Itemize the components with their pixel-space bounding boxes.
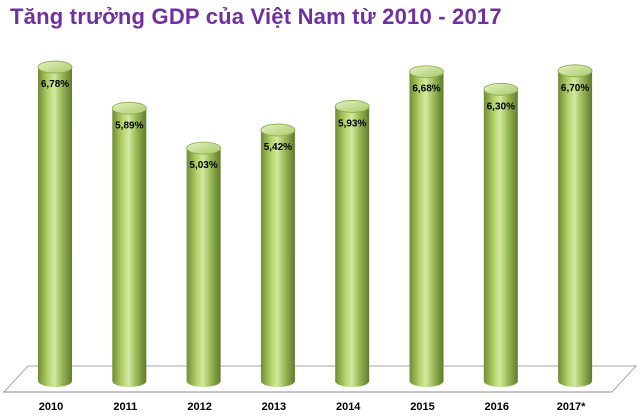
x-tick-label: 2016 xyxy=(485,401,509,413)
data-label: 6,78% xyxy=(41,79,69,90)
floor-plane xyxy=(2,365,638,393)
x-tick-label: 2014 xyxy=(336,401,361,413)
bar-body xyxy=(260,130,295,387)
bar-cap xyxy=(111,101,147,115)
x-tick-label: 2010 xyxy=(39,401,63,413)
bar-body xyxy=(112,108,147,387)
data-label: 5,93% xyxy=(338,118,366,129)
x-tick-label: 2017* xyxy=(557,401,586,413)
bar-body xyxy=(483,89,518,387)
bar-cap xyxy=(409,65,444,79)
bar-body xyxy=(409,71,444,387)
bar-cap xyxy=(37,60,73,74)
bar-2013 xyxy=(260,123,296,387)
bar-cap xyxy=(334,100,370,113)
bar-2017* xyxy=(557,64,593,387)
bar-2011 xyxy=(111,101,147,387)
bar-body xyxy=(38,67,72,387)
data-label: 5,89% xyxy=(115,120,143,131)
bar-body xyxy=(558,70,593,387)
data-label: 6,70% xyxy=(561,83,589,94)
chart-floor xyxy=(2,365,638,393)
x-tick-label: 2011 xyxy=(113,401,137,413)
x-tick-label: 2015 xyxy=(410,401,434,413)
x-tick-label: 2012 xyxy=(187,401,211,413)
chart-title: Tăng trưởng GDP của Việt Nam từ 2010 - 2… xyxy=(10,4,502,29)
bar-2016 xyxy=(483,82,519,387)
data-label: 5,42% xyxy=(264,142,292,153)
x-axis-tick-labels: 2010 2011 2012 2013 2014 2015 2016 2017* xyxy=(39,401,586,413)
bar-cap xyxy=(483,82,519,96)
x-tick-label: 2013 xyxy=(262,401,286,413)
bar-body xyxy=(186,148,221,387)
bar-cap xyxy=(260,123,296,137)
data-label: 6,68% xyxy=(412,84,440,95)
bar-2015 xyxy=(409,65,444,387)
bar-2012 xyxy=(186,141,222,387)
bar-series xyxy=(37,60,593,387)
bar-cap xyxy=(557,64,593,78)
bar-2014 xyxy=(334,100,370,387)
bar-2010 xyxy=(37,60,73,387)
data-label: 5,03% xyxy=(189,160,217,171)
bar-cap xyxy=(186,141,222,155)
bar-body xyxy=(335,106,370,387)
data-label: 6,30% xyxy=(487,101,515,112)
data-labels: 6,78% 5,89% 5,03% 5,42% 5,93% 6,68% 6,30% 6,70% xyxy=(41,79,590,171)
